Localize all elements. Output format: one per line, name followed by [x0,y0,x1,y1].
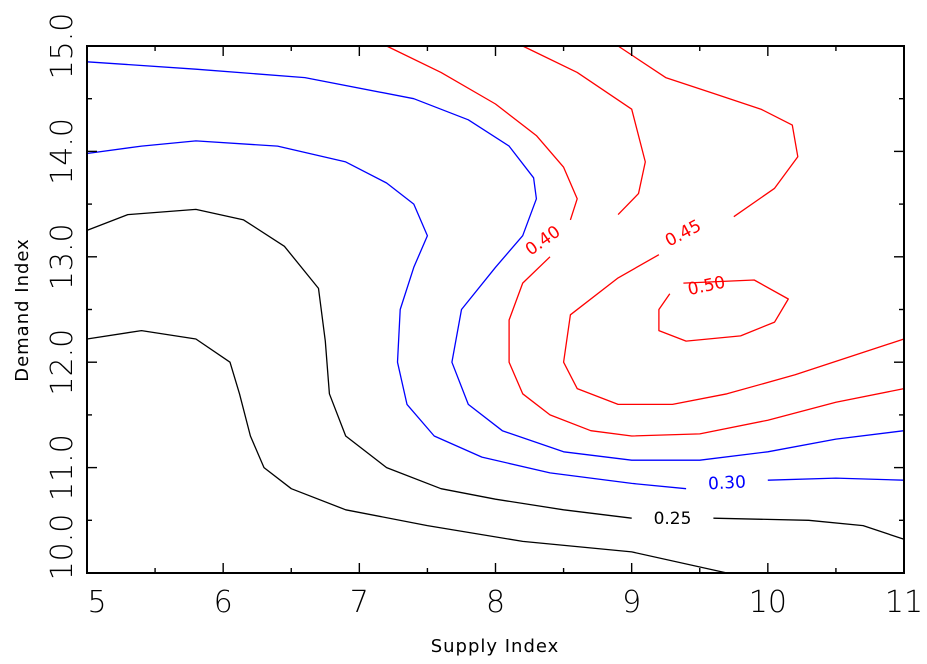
x-axis-label: Supply Index [431,636,560,657]
contour-label-0: 0.25 [654,509,692,529]
contour-line-10 [617,45,799,218]
x-tick-label-1: 6 [214,585,233,620]
contour-line-5 [86,61,905,461]
contour-lines [86,45,905,574]
y-tick-label-1: 11.0 [45,434,80,501]
contour-label-3: 0.45 [662,216,705,251]
y-tick-label-5: 15.0 [45,13,80,80]
x-tick-label-5: 10 [749,585,787,620]
x-tick-label-6: 11 [885,585,923,620]
contour-line-6 [386,45,578,221]
y-tick-labels: 10.0 11.0 12.0 13.0 14.0 15.0 [45,13,80,581]
contour-line-2 [713,517,905,540]
contour-line-12 [658,279,789,342]
y-tick-label-3: 13.0 [45,223,80,290]
contour-line-11 [562,254,905,406]
y-tick-label-4: 14.0 [45,118,80,185]
contour-line-8 [522,45,646,216]
contour-line-0 [86,329,728,574]
x-tick-label-2: 7 [350,585,369,620]
contour-label-4: 0.50 [686,273,727,300]
contour-labels: 0.25 0.30 0.40 0.45 0.50 [522,216,746,529]
y-axis-label: Demand Index [12,238,33,382]
plot-frame [86,45,905,574]
contour-label-1: 0.30 [708,472,747,494]
y-tick-label-0: 10.0 [45,514,80,581]
contour-line-7 [508,256,905,437]
x-tick-label-0: 5 [87,585,106,620]
x-tick-label-4: 9 [622,585,641,620]
x-tick-labels: 5 6 7 8 9 10 11 [87,585,923,620]
contour-line-4 [767,477,905,481]
contour-line-1 [86,208,632,519]
contour-line-3 [86,140,687,490]
y-tick-label-2: 12.0 [45,329,80,396]
x-tick-label-3: 8 [486,585,505,620]
contour-label-2: 0.40 [522,222,564,260]
